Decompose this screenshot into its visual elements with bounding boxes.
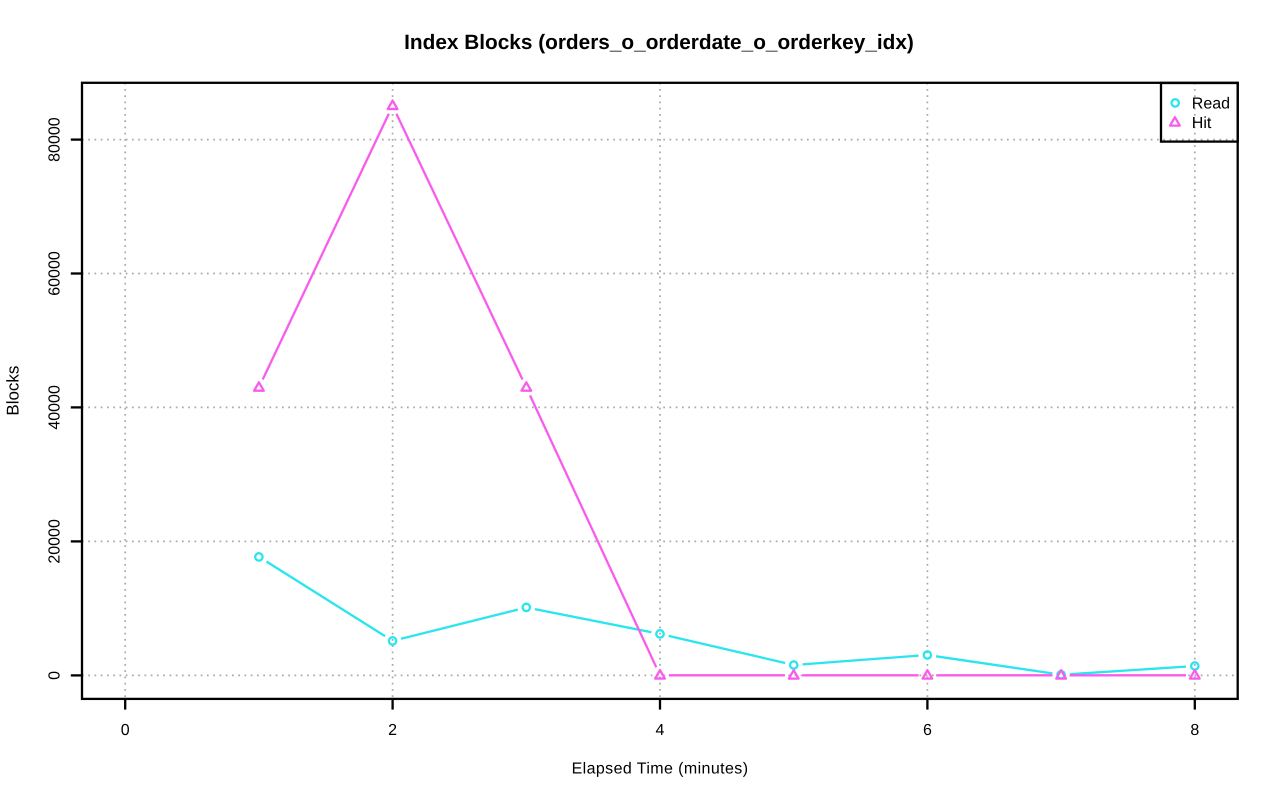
- svg-text:Hit: Hit: [1192, 115, 1212, 132]
- svg-text:6: 6: [923, 722, 932, 739]
- svg-text:2: 2: [388, 722, 397, 739]
- svg-text:4: 4: [656, 722, 665, 739]
- svg-text:20000: 20000: [47, 519, 64, 564]
- svg-text:Blocks: Blocks: [4, 366, 23, 416]
- svg-text:40000: 40000: [47, 385, 64, 430]
- svg-text:0: 0: [47, 671, 64, 680]
- svg-text:0: 0: [121, 722, 130, 739]
- svg-text:80000: 80000: [47, 117, 64, 162]
- svg-text:Read: Read: [1192, 95, 1230, 112]
- svg-text:Index Blocks (orders_o_orderda: Index Blocks (orders_o_orderdate_o_order…: [404, 31, 914, 54]
- svg-text:60000: 60000: [47, 251, 64, 296]
- svg-text:8: 8: [1190, 722, 1199, 739]
- svg-text:Elapsed Time (minutes): Elapsed Time (minutes): [572, 760, 749, 777]
